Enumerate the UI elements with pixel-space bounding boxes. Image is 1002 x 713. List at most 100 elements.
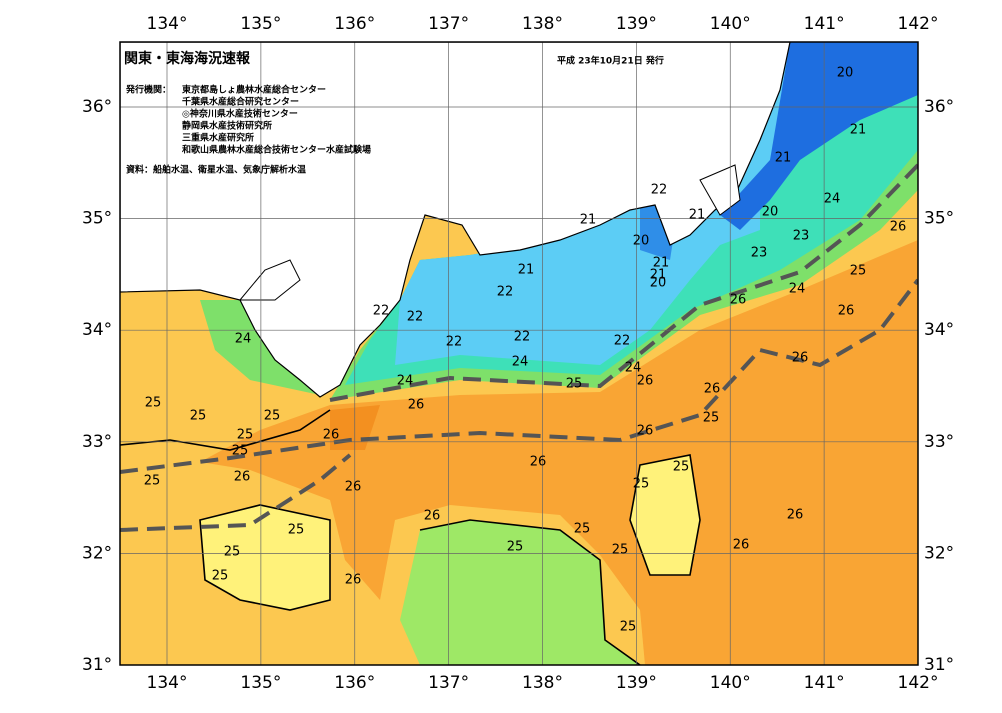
contour-label: 21 xyxy=(775,151,792,166)
contour-label: 26 xyxy=(733,538,750,553)
issuer: 東京都島しょ農林水産総合センター xyxy=(182,84,326,96)
lon-tick-label: 137° xyxy=(428,14,469,34)
lon-tick-label: 134° xyxy=(147,673,188,693)
lon-tick-label: 134° xyxy=(147,14,188,34)
contour-label: 26 xyxy=(234,470,251,485)
lon-tick-label: 139° xyxy=(616,14,657,34)
lat-tick-label: 34° xyxy=(924,320,954,340)
issuer: 三重県水産研究所 xyxy=(182,132,254,144)
contour-label: 25 xyxy=(620,620,637,635)
contour-label: 22 xyxy=(373,304,390,319)
contour-label: 25 xyxy=(232,444,249,459)
issuer: ◎神奈川県水産技術センター xyxy=(182,108,298,120)
contour-label: 26 xyxy=(787,508,804,523)
contour-label: 25 xyxy=(144,474,161,489)
map-frame xyxy=(119,41,919,666)
contour-label: 26 xyxy=(637,424,654,439)
contour-label: 25 xyxy=(237,428,254,443)
lat-tick-label: 32° xyxy=(82,543,112,563)
contour-label: 25 xyxy=(633,477,650,492)
contour-label: 25 xyxy=(566,377,583,392)
contour-label: 24 xyxy=(397,374,414,389)
contour-label: 25 xyxy=(612,543,629,558)
lon-tick-label: 136° xyxy=(334,673,375,693)
contour-label: 21 xyxy=(689,208,706,223)
lon-tick-label: 137° xyxy=(428,673,469,693)
contour-label: 22 xyxy=(614,334,631,349)
contour-label: 22 xyxy=(407,310,424,325)
lat-tick-label: 35° xyxy=(82,209,112,229)
contour-label: 26 xyxy=(704,382,721,397)
contour-label: 22 xyxy=(497,285,514,300)
issuer: 和歌山県農林水産総合技術センター水産試験場 xyxy=(181,144,371,156)
contour-label: 21 xyxy=(650,268,667,283)
contour-label: 25 xyxy=(264,409,281,424)
lon-tick-label: 142° xyxy=(898,673,939,693)
contour-label: 25 xyxy=(190,409,207,424)
contour-label: 23 xyxy=(793,229,810,244)
lat-tick-label: 34° xyxy=(82,320,112,340)
contour-label: 21 xyxy=(518,263,535,278)
contour-label: 25 xyxy=(212,569,229,584)
contour-label: 23 xyxy=(751,246,768,261)
contour-label: 22 xyxy=(514,330,531,345)
lat-tick-label: 31° xyxy=(82,655,112,675)
source: 資料：船舶水温、衛星水温、気象庁解析水温 xyxy=(126,164,306,176)
contour-label: 26 xyxy=(838,304,855,319)
contour-label: 22 xyxy=(651,183,668,198)
lon-tick-label: 140° xyxy=(710,14,751,34)
contour-label: 25 xyxy=(574,522,591,537)
contour-label: 24 xyxy=(789,282,806,297)
lon-tick-label: 138° xyxy=(522,673,563,693)
contour-label: 26 xyxy=(323,428,340,443)
contour-label: 25 xyxy=(673,460,690,475)
lat-tick-label: 36° xyxy=(924,97,954,117)
contour-label: 21 xyxy=(580,213,597,228)
contour-label: 26 xyxy=(730,293,747,308)
contour-label: 24 xyxy=(235,332,252,347)
contour-label: 26 xyxy=(637,374,654,389)
contour-label: 26 xyxy=(530,455,547,470)
lat-tick-label: 33° xyxy=(924,432,954,452)
lon-tick-label: 142° xyxy=(898,14,939,34)
contour-label: 20 xyxy=(650,276,667,291)
contour-label: 20 xyxy=(762,205,779,220)
issuer: 静岡県水産技術研究所 xyxy=(182,120,272,132)
issuer: 千葉県水産総合研究センター xyxy=(182,96,299,108)
sea-24 xyxy=(400,520,640,665)
contour-label: 26 xyxy=(408,398,425,413)
kuroshio-axis xyxy=(120,163,918,532)
sea-25-b xyxy=(630,455,700,575)
lat-tick-label: 33° xyxy=(82,432,112,452)
sea-25-a xyxy=(200,505,330,610)
contour-label: 20 xyxy=(837,66,854,81)
lon-tick-label: 135° xyxy=(240,673,281,693)
lat-tick-label: 36° xyxy=(82,97,112,117)
contour-label: 24 xyxy=(824,192,841,207)
contour-label: 22 xyxy=(446,335,463,350)
issue-date: 平成 23年10月21日 発行 xyxy=(557,55,664,67)
lon-tick-label: 136° xyxy=(334,14,375,34)
contour-label: 26 xyxy=(424,509,441,524)
lon-tick-label: 139° xyxy=(616,673,657,693)
contour-label: 26 xyxy=(345,573,362,588)
contour-label: 25 xyxy=(145,396,162,411)
contour-label: 25 xyxy=(288,523,305,538)
contour-label: 26 xyxy=(345,480,362,495)
contour-label: 25 xyxy=(703,411,720,426)
lon-tick-label: 141° xyxy=(804,673,845,693)
lat-tick-label: 32° xyxy=(924,543,954,563)
lon-tick-label: 141° xyxy=(804,14,845,34)
contour-label: 24 xyxy=(625,361,642,376)
lon-tick-label: 140° xyxy=(710,673,751,693)
title: 関東・東海海況速報 xyxy=(124,50,251,67)
contour-label: 25 xyxy=(507,540,524,555)
map-area xyxy=(120,42,918,665)
sea-26 xyxy=(200,240,918,665)
lon-tick-label: 138° xyxy=(522,14,563,34)
contour-label: 25 xyxy=(224,545,241,560)
contour-label: 21 xyxy=(850,123,867,138)
lat-tick-label: 31° xyxy=(924,655,954,675)
contour-label: 26 xyxy=(792,351,809,366)
